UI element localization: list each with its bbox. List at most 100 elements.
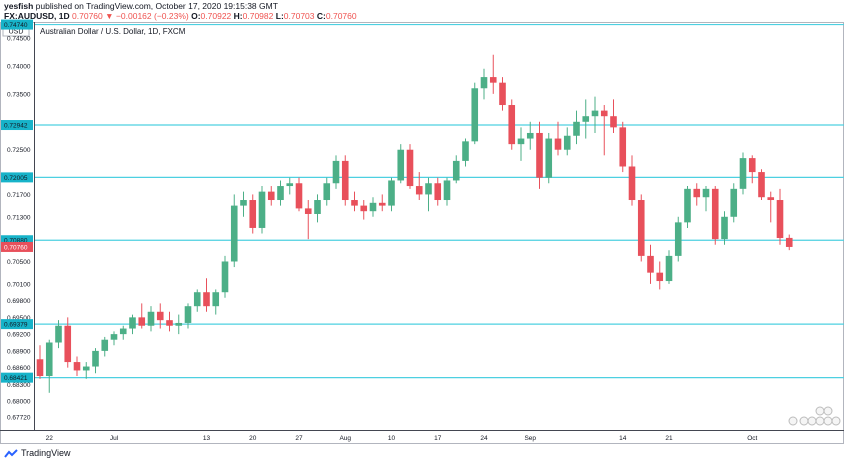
brand-name[interactable]: TradingView — [21, 448, 71, 458]
horizontal-levels[interactable]: 0.74740 0.72942 0.72005 0.70880 0.69379 0.684… — [1, 19, 844, 383]
chart-title: Australian Dollar / U.S. Dollar, 1D, FXC… — [40, 27, 186, 36]
candle-body — [351, 200, 358, 206]
candle-body — [212, 292, 220, 307]
candle-body — [628, 166, 636, 201]
candle-body — [536, 132, 543, 178]
candle-body — [785, 237, 793, 247]
time-tick-label: 13 — [203, 435, 211, 442]
currency-label: USD — [9, 29, 24, 36]
high-label: H: — [233, 11, 243, 21]
level-price-tag — [1, 372, 33, 383]
candle-body — [563, 135, 571, 150]
candle-body — [545, 138, 553, 178]
level-price-label: 0.72005 — [4, 175, 28, 182]
time-tick-label: Jul — [110, 435, 119, 442]
candle-body — [249, 200, 257, 228]
candle-body — [647, 255, 654, 273]
flag-icon[interactable] — [815, 416, 825, 426]
candle-body — [166, 320, 173, 326]
candle-body — [119, 328, 127, 335]
flag-icon[interactable] — [799, 416, 809, 426]
price-tick-label: 0.68300 — [7, 382, 31, 389]
candle-body — [425, 183, 432, 195]
candle-body — [711, 188, 719, 240]
candle-body — [277, 186, 284, 201]
level-price-label: 0.70880 — [4, 238, 28, 245]
candle-body — [517, 138, 525, 145]
price-tick-label: 0.74000 — [7, 63, 31, 70]
price-tick-label: 0.69200 — [7, 332, 31, 339]
level-price-tag — [1, 172, 33, 183]
candle-body — [295, 183, 303, 209]
flag-icon[interactable] — [807, 416, 817, 426]
candle-body — [332, 160, 340, 184]
candle-body — [637, 200, 645, 256]
flag-icon[interactable] — [788, 416, 798, 426]
candle-body — [462, 141, 469, 161]
candle-body — [600, 110, 608, 117]
time-tick-label: 24 — [480, 435, 488, 442]
candle-body — [388, 180, 395, 206]
candle-body — [286, 183, 294, 187]
price-tick-label: 0.71700 — [7, 192, 31, 199]
quote-line: FX:AUDUSD, 1D 0.70760 ▼ −0.00162 (−0.23%… — [4, 11, 357, 21]
candle-body — [526, 132, 534, 139]
candle-body — [767, 197, 775, 201]
candle-body — [480, 77, 488, 89]
low-value: 0.70703 — [283, 11, 315, 21]
candle-body — [443, 180, 451, 201]
author-name[interactable]: yesfish — [4, 1, 34, 11]
candle-body — [693, 188, 701, 198]
open-value: 0.70922 — [200, 11, 232, 21]
price-tick-label: 0.67720 — [7, 414, 31, 421]
event-flags[interactable] — [788, 406, 841, 426]
candle-body — [129, 317, 136, 329]
level-price-label: 0.69379 — [4, 322, 28, 329]
flag-icon[interactable] — [831, 416, 841, 426]
high-value: 0.70982 — [242, 11, 274, 21]
level-price-label: 0.74740 — [4, 22, 28, 29]
flag-icon[interactable] — [815, 406, 825, 416]
candle-body — [101, 339, 109, 351]
candle-body — [758, 172, 765, 198]
time-tick-label: Oct — [747, 435, 757, 442]
price-tick-label: 0.73500 — [7, 91, 31, 98]
candle-body — [184, 306, 192, 323]
candle-body — [230, 205, 238, 262]
level-price-label: 0.68421 — [4, 375, 28, 382]
candle-body — [369, 202, 377, 212]
price-tick-label: 0.72500 — [7, 147, 31, 154]
time-tick-label: 17 — [434, 435, 442, 442]
candle-body — [582, 116, 590, 122]
candle-body — [499, 82, 506, 106]
level-price-tag — [1, 319, 33, 330]
flag-icon[interactable] — [823, 406, 833, 416]
candle-body — [508, 105, 516, 145]
level-price-tag — [1, 235, 33, 246]
candle-body — [110, 334, 118, 340]
time-tick-label: Aug — [339, 435, 351, 442]
candle-body — [221, 261, 229, 293]
candles — [36, 54, 793, 393]
candle-body — [739, 158, 747, 189]
price-axis[interactable]: 0.74500 0.74000 0.73500 0.72500 0.71700 0.713… — [7, 35, 31, 421]
candle-body — [674, 222, 682, 256]
candle-body — [452, 160, 460, 181]
symbol-label: FX:AUDUSD, 1D — [4, 11, 70, 21]
candle-body — [82, 366, 90, 371]
time-axis[interactable]: 22Jul132027Aug101724Sep1421Oct1219 — [46, 435, 844, 442]
open-label: O: — [191, 11, 201, 21]
candle-body — [45, 342, 53, 377]
candle-body — [64, 325, 72, 363]
last-price-value: 0.70760 — [72, 11, 103, 21]
flag-icon[interactable] — [823, 416, 833, 426]
candle-body — [258, 191, 266, 228]
time-tick-label: 10 — [388, 435, 396, 442]
candle-body — [36, 359, 44, 377]
price-tick-label: 0.70500 — [7, 259, 31, 266]
time-tick-label: 22 — [46, 435, 54, 442]
candle-body — [378, 202, 386, 206]
candle-body — [341, 160, 349, 201]
level-price-tag — [1, 19, 33, 30]
